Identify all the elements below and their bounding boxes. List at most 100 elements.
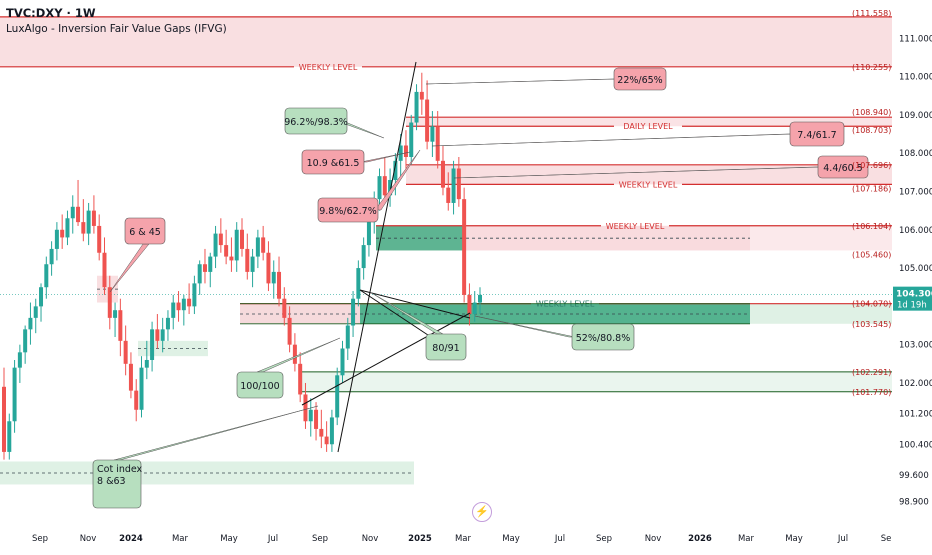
candle-body	[97, 225, 102, 253]
zone-box	[406, 117, 892, 127]
callout-label: 96.2%/98.3%	[284, 117, 348, 128]
zone-box	[406, 164, 892, 185]
candle-body	[298, 363, 303, 395]
y-tick-label: 108.000	[899, 149, 932, 159]
candle-body	[430, 126, 435, 142]
candle-body	[65, 218, 70, 238]
candle-body	[134, 390, 139, 410]
candle-body	[451, 168, 456, 203]
candle-body	[287, 317, 292, 345]
candle-body	[446, 187, 451, 203]
price-tag: (103.545)	[852, 320, 891, 329]
candle-body	[123, 340, 128, 364]
candle-body	[308, 409, 313, 422]
level-label: WEEKLY LEVEL	[619, 180, 678, 189]
candle-body	[2, 386, 6, 452]
zone-box	[97, 275, 118, 303]
x-tick-label: Sep	[596, 534, 612, 544]
y-tick-label: 101.200	[899, 410, 932, 420]
candle-body	[171, 302, 176, 318]
candle-body	[277, 271, 282, 299]
price-tag: (111.558)	[852, 9, 891, 18]
candle-body	[23, 329, 28, 353]
callout-label: 9.8%/62.7%	[319, 206, 377, 217]
price-tag: (108.940)	[852, 108, 891, 117]
y-tick-label: 109.000	[899, 111, 932, 121]
price-tag: (108.703)	[852, 126, 891, 135]
callout-label: 10.9 &61.5	[307, 158, 360, 169]
trend-line	[359, 289, 441, 344]
candle-body	[240, 229, 244, 249]
callout-label: 7.4/61.7	[797, 130, 836, 141]
candle-body	[266, 252, 271, 284]
candle-body	[329, 417, 334, 445]
candle-body	[314, 409, 319, 429]
candle-body	[39, 287, 44, 307]
candle-body	[44, 264, 49, 288]
candle-body	[187, 298, 192, 307]
candle-body	[70, 206, 75, 219]
callout-box	[789, 121, 845, 147]
candle-body	[250, 256, 255, 272]
y-tick-label: 98.900	[899, 498, 929, 508]
candle-body	[60, 229, 65, 238]
candle-body	[197, 264, 202, 284]
callout-box	[301, 149, 365, 175]
callout-box	[317, 197, 379, 223]
callout-label: 52%/80.8%	[576, 333, 631, 344]
x-tick-label: Mar	[455, 534, 472, 544]
candle-body	[435, 126, 440, 161]
candle-body	[261, 237, 266, 253]
price-tag: (106.104)	[852, 222, 891, 231]
callout-label: Cot index	[97, 464, 143, 475]
callout-box	[236, 371, 284, 399]
candle-body	[28, 317, 33, 330]
x-tick-label: May	[220, 534, 238, 544]
callout-label: 22%/65%	[617, 75, 662, 86]
candle-body	[440, 160, 445, 188]
callout-label: 8 &63	[97, 476, 126, 487]
candle-body	[165, 317, 170, 330]
candle-body	[324, 436, 329, 445]
candle-body	[12, 367, 17, 422]
price-tag: (107.696)	[852, 161, 891, 170]
chart-legend: TVC:DXY · 1W LuxAlgo - Inversion Fair Va…	[6, 6, 227, 35]
candle-body	[361, 245, 366, 269]
lightning-icon[interactable]: ⚡	[472, 502, 492, 522]
candle-body	[176, 302, 181, 311]
price-tag: (105.460)	[852, 250, 891, 259]
x-tick-label: Jul	[267, 534, 278, 544]
indicator-name[interactable]: LuxAlgo - Inversion Fair Value Gaps (IFV…	[6, 23, 227, 35]
candle-body	[91, 210, 96, 226]
candle-body	[335, 375, 340, 418]
candle-body	[160, 329, 165, 341]
callout-box	[124, 217, 166, 245]
candle-body	[128, 363, 133, 391]
level-label: WEEKLY LEVEL	[606, 222, 665, 231]
price-tag: (102.291)	[852, 368, 891, 377]
countdown-label: 1d 19h	[897, 301, 927, 311]
trend-line	[337, 61, 417, 453]
candle-body	[229, 256, 234, 261]
y-tick-label: 99.600	[899, 471, 929, 481]
price-tag: (107.186)	[852, 184, 891, 193]
candle-body	[245, 248, 250, 272]
y-tick-label: 100.400	[899, 440, 932, 450]
candle-body	[76, 206, 81, 223]
callout-box	[284, 107, 348, 135]
level-label: WEEKLY LEVEL	[299, 63, 358, 72]
candle-body	[202, 264, 207, 272]
trend-line	[301, 312, 471, 406]
candle-body	[213, 233, 218, 257]
candle-body	[192, 283, 197, 307]
candle-body	[319, 428, 324, 437]
candle-body	[181, 298, 186, 311]
candle-body	[139, 367, 144, 410]
candle-body	[102, 252, 107, 288]
y-tick-label: 102.000	[899, 379, 932, 389]
x-tick-label: Nov	[645, 534, 662, 544]
x-tick-label: Sep	[312, 534, 328, 544]
last-price-label: 104.306	[896, 290, 932, 300]
